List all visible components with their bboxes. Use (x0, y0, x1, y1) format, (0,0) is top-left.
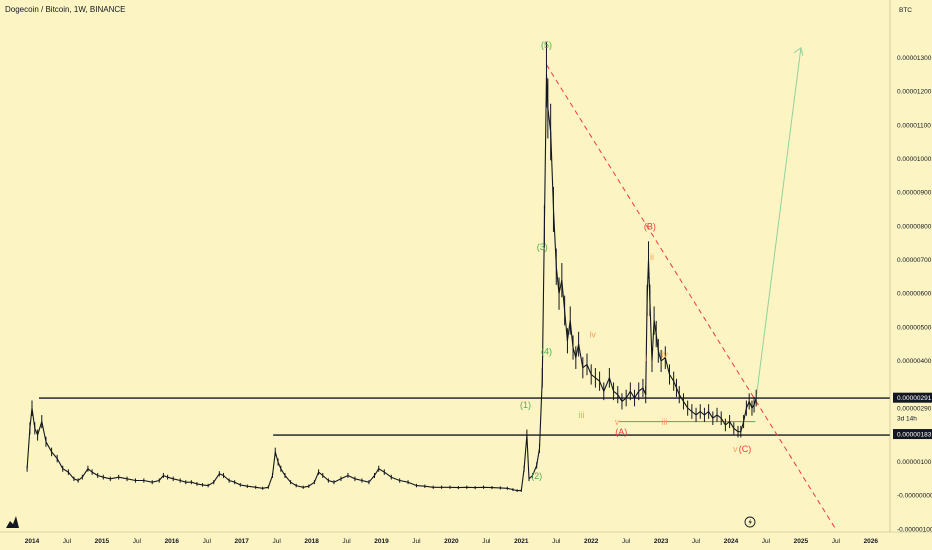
y-tick-label: 0.00001000 (897, 156, 932, 163)
x-tick-label: Jul (272, 538, 281, 545)
y-tick-label: 0.00000900 (897, 190, 932, 197)
wave-label: (3) (537, 242, 548, 252)
price-axis[interactable]: 0.00001300 0.00001200 0.00001100 0.00001000… (893, 55, 932, 533)
wave-label: (4) (541, 346, 552, 356)
x-tick-label: Jul (692, 538, 701, 545)
projection-line-4[interactable] (755, 47, 802, 399)
wave-label: v (733, 444, 738, 454)
price-tag-label: 0.00000183 (897, 432, 932, 439)
x-tick-label: Jul (552, 538, 561, 545)
x-tick-label: 2021 (514, 538, 529, 545)
wave-label: (B) (644, 222, 656, 232)
wave-label: (1) (520, 400, 531, 410)
x-tick-label: Jul (63, 538, 72, 545)
y-tick-label: 0.00001100 (897, 122, 931, 129)
x-tick-label: Jul (832, 538, 841, 545)
y-tick-label: 0.00000100 (897, 459, 932, 466)
x-tick-label: 2024 (724, 538, 739, 545)
tradingview-logo-icon[interactable] (6, 516, 19, 528)
x-tick-label: 2023 (654, 538, 669, 545)
projection-arrowhead (793, 47, 804, 56)
price-tag-label: 0.00000291 (897, 395, 932, 402)
x-tick-label: Jul (342, 538, 351, 545)
x-tick-label: 2018 (304, 538, 319, 545)
lightning-icon[interactable] (744, 516, 756, 528)
y-tick-label: 0.00001200 (897, 89, 932, 96)
y-tick-label: 0.00001300 (897, 55, 932, 62)
x-tick-label: Jul (412, 538, 421, 545)
price-tag-bg (893, 392, 932, 403)
x-tick-label: 2017 (234, 538, 249, 545)
x-tick-label: 2016 (165, 538, 180, 545)
time-axis[interactable]: 2014 Jul 2015 Jul 2016 Jul 2017 Jul 2018 Jul 2019 J… (25, 538, 879, 545)
y-tick-label: -0.00000000 (897, 493, 932, 500)
x-tick-label: 2025 (794, 538, 809, 545)
x-tick-label: Jul (482, 538, 491, 545)
wave-label: (A) (615, 427, 627, 437)
wave-label: i (645, 353, 647, 363)
y-tick-label: 0.00000700 (897, 257, 932, 264)
x-tick-label: 2014 (25, 538, 40, 545)
y-tick-label: 0.00000500 (897, 324, 932, 331)
x-tick-label: Jul (762, 538, 771, 545)
wave-label: v (615, 417, 620, 427)
wave-label: (C) (739, 444, 752, 454)
y-tick-label: 0.00000400 (897, 358, 932, 365)
wave-label: iv (661, 350, 668, 360)
price-tag-label: 3d 14h (897, 416, 917, 423)
price-tag-bg (893, 429, 932, 440)
trend-line-3[interactable] (546, 64, 837, 530)
x-tick-label: 2019 (374, 538, 389, 545)
wave-label: iii (578, 410, 584, 420)
scale-currency-label: BTC (899, 7, 912, 14)
x-tick-label: 2020 (444, 538, 459, 545)
wave-label: (2) (531, 471, 542, 481)
wave-label: iii (662, 417, 668, 427)
y-tick-label: 0.00000600 (897, 291, 932, 298)
x-tick-label: Jul (203, 538, 212, 545)
price-tag-label: 0.00000290 (897, 406, 932, 413)
x-tick-label: 2026 (864, 538, 879, 545)
wave-label: iv (589, 329, 596, 339)
chart-title: Dogecoin / Bitcoin, 1W, BINANCE (5, 5, 126, 14)
wave-label: (5) (541, 40, 552, 50)
wave-label: ii (650, 252, 654, 262)
x-tick-label: Jul (133, 538, 142, 545)
x-tick-label: 2022 (584, 538, 599, 545)
y-tick-label: 0.00000800 (897, 223, 932, 230)
x-tick-label: Jul (622, 538, 631, 545)
y-tick-label: -0.00000100 (897, 526, 932, 533)
x-tick-label: 2015 (95, 538, 110, 545)
